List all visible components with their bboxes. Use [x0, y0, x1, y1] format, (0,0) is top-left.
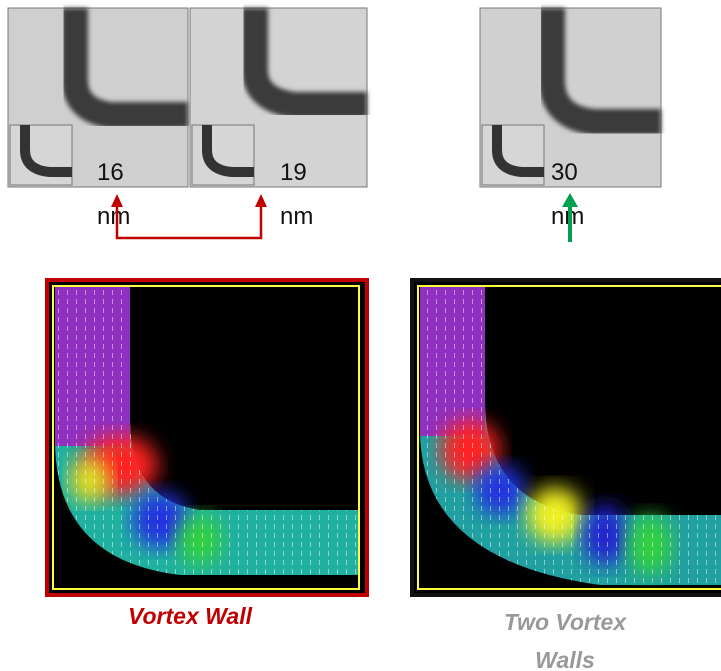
- unit-label: nm: [551, 203, 584, 230]
- caption: Two Vortex Walls: [485, 603, 645, 671]
- unit-label: nm: [97, 203, 130, 230]
- thickness-label: 16: [97, 159, 124, 186]
- thickness-label: 19: [280, 159, 307, 186]
- micrograph: [190, 8, 367, 187]
- simulation: [47, 280, 367, 595]
- figure-graphics: 16 nm 19 nm 30 nm: [0, 0, 721, 671]
- caption: Vortex Wall: [90, 603, 290, 630]
- red-connector: [111, 194, 267, 238]
- figure: 16 nm 19 nm 30 nm: [0, 0, 721, 671]
- thickness-label: 30: [551, 159, 578, 186]
- unit-label: nm: [280, 203, 313, 230]
- simulation: [412, 280, 721, 595]
